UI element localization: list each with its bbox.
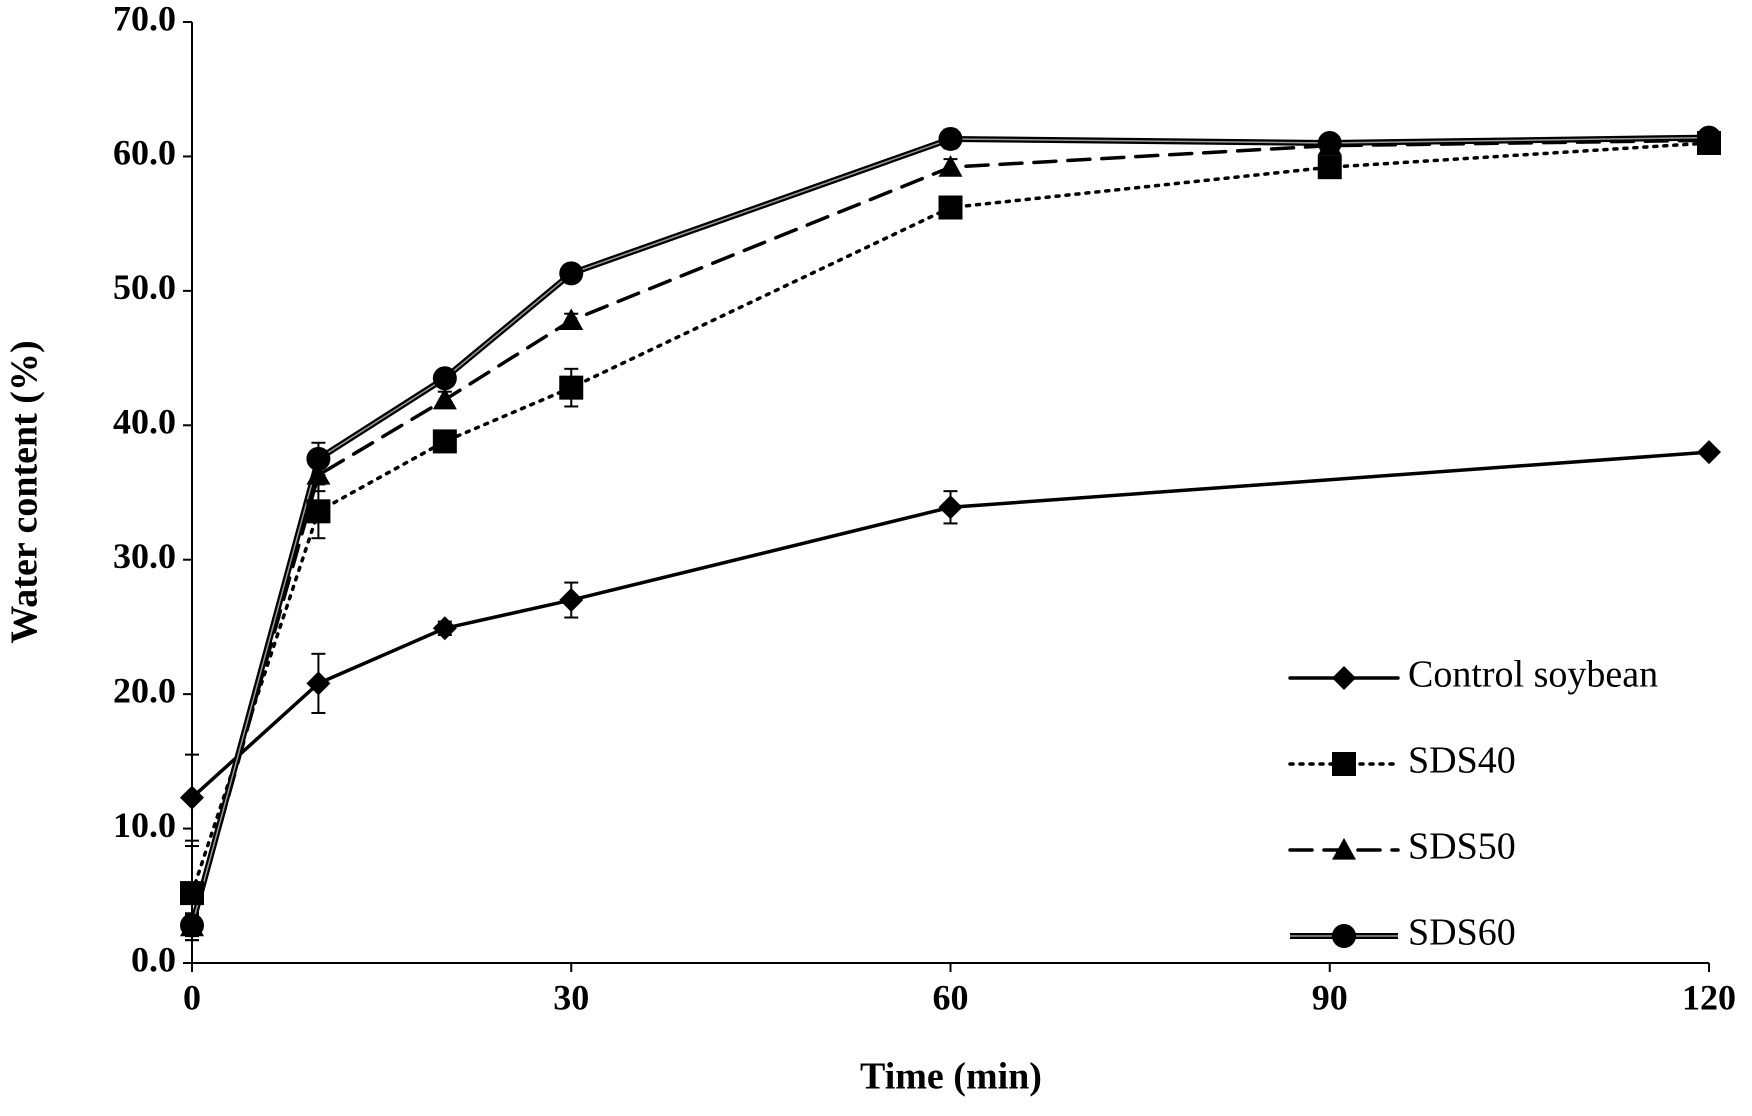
x-tick-label: 120 [1682, 977, 1736, 1017]
marker [1697, 440, 1721, 465]
legend-text: Control soybean [1408, 654, 1658, 696]
y-tick-label: 60.0 [113, 133, 176, 173]
series-line [189, 134, 1710, 927]
marker [1332, 838, 1356, 860]
marker [559, 375, 584, 400]
series-line-inner [191, 136, 1710, 926]
marker [1332, 924, 1356, 948]
x-axis-title: Time (min) [860, 1056, 1042, 1098]
marker [180, 785, 204, 810]
marker [306, 446, 331, 471]
legend-text: SDS50 [1408, 826, 1516, 868]
marker [938, 126, 963, 151]
marker [938, 195, 963, 220]
series-line [190, 138, 1711, 929]
y-tick-label: 10.0 [113, 805, 176, 845]
marker [938, 155, 963, 177]
legend-text: SDS40 [1408, 740, 1516, 782]
marker [1317, 130, 1342, 155]
x-tick-label: 0 [183, 977, 201, 1017]
legend-text: SDS60 [1408, 912, 1516, 954]
marker [1697, 125, 1721, 150]
marker [432, 616, 457, 641]
marker [1317, 155, 1342, 180]
marker [559, 308, 584, 331]
marker [306, 463, 331, 485]
marker [559, 261, 584, 286]
x-tick-label: 60 [933, 977, 969, 1017]
y-tick-label: 50.0 [113, 267, 176, 307]
y-tick-label: 20.0 [113, 670, 176, 710]
series-line [190, 450, 1711, 800]
marker [306, 671, 331, 696]
marker [559, 588, 584, 613]
y-tick-label: 40.0 [113, 402, 176, 442]
marker [306, 499, 331, 524]
marker [432, 429, 457, 454]
y-tick-label: 70.0 [113, 0, 176, 38]
y-tick-label: 30.0 [113, 536, 176, 576]
marker [1332, 752, 1356, 776]
y-tick-label: 0.0 [131, 939, 176, 979]
marker [180, 913, 204, 938]
x-tick-label: 90 [1312, 977, 1348, 1017]
marker [180, 881, 204, 906]
marker [432, 387, 457, 410]
marker [432, 366, 457, 391]
y-axis-title: Water content (%) [4, 340, 46, 643]
marker [1332, 666, 1356, 690]
x-tick-label: 30 [553, 977, 589, 1017]
marker [938, 495, 963, 520]
